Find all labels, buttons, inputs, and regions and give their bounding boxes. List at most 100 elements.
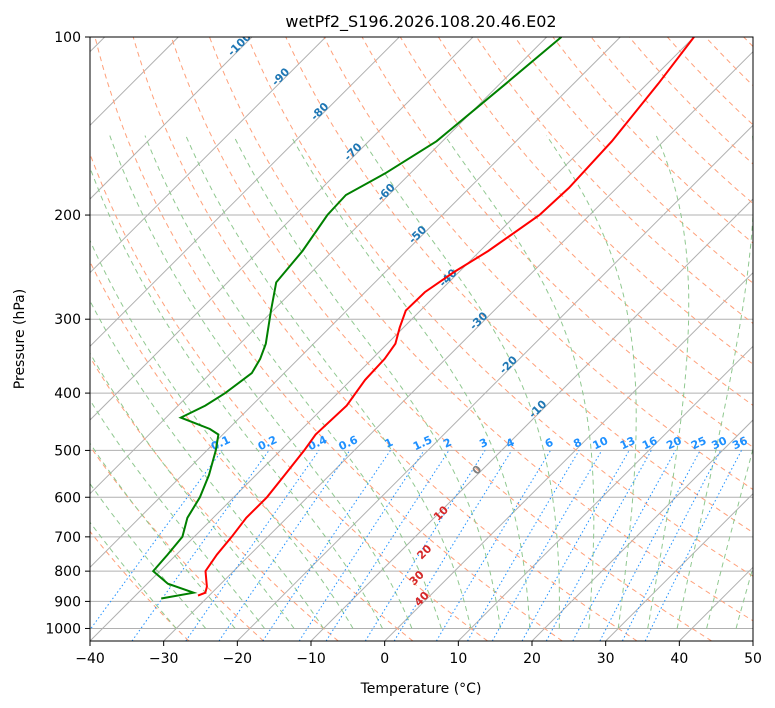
dry-adiabat-line [170, 37, 712, 641]
isotherm-label: -80 [308, 100, 331, 123]
y-tick-label: 400 [54, 386, 81, 402]
isotherm-label: -30 [467, 309, 490, 332]
moist-adiabat-label: 20 [414, 542, 434, 562]
moist-adiabat-line [290, 135, 531, 629]
mixing-ratio-label: 25 [689, 434, 708, 452]
dry-adiabat-line [743, 37, 753, 48]
dry-adiabat-line [667, 37, 753, 126]
mixing-ratio-line [521, 450, 630, 641]
isotherm-label: -10 [526, 397, 549, 420]
moist-adiabat-line [90, 239, 354, 629]
dry-adiabat-line [285, 37, 753, 534]
isotherm-label: -90 [269, 65, 292, 88]
dry-adiabat-line [552, 37, 753, 244]
moist-adiabat-line [185, 135, 472, 629]
mixing-ratio-label: 6 [543, 436, 556, 451]
moist-adiabat-line [233, 135, 501, 629]
moist-adiabat-line [90, 399, 265, 629]
mixing-ratio-line [325, 450, 450, 641]
chart-title: wetPf2_S196.2026.108.20.46.E02 [285, 12, 556, 32]
moist-adiabat-label: 10 [431, 503, 451, 523]
isotherm-line [90, 37, 400, 348]
isotherm-label: -70 [341, 140, 364, 163]
dry-adiabat-line [90, 260, 414, 641]
mixing-ratio-label: 16 [640, 434, 660, 452]
dry-adiabat-line [590, 37, 753, 205]
temperature-profile [197, 37, 695, 597]
mixing-ratio-line [545, 450, 652, 641]
plot-frame [89, 36, 754, 642]
mixing-ratio-label: 20 [664, 434, 684, 452]
mixing-ratio-label: 1 [383, 436, 395, 451]
dry-adiabat-line [90, 445, 264, 641]
x-tick-label: 10 [449, 651, 467, 667]
y-axis: 100 200 300 400 500 600 700 800 900 1000 [45, 30, 90, 637]
y-tick-label: 700 [54, 530, 81, 546]
mixing-ratio-line [393, 450, 513, 641]
dry-adiabat-line [476, 37, 753, 325]
y-tick-label: 600 [54, 490, 81, 506]
moist-adiabat-line [546, 135, 637, 629]
x-axis-label: Temperature (°C) [360, 681, 482, 697]
dry-adiabat-line [514, 37, 753, 284]
mixing-ratio-line [435, 450, 552, 641]
mixing-ratio-line [599, 450, 701, 641]
mixing-ratio-line [131, 450, 270, 641]
mixing-ratio-label: 2 [441, 436, 453, 451]
mixing-ratio-label: 4 [504, 436, 517, 451]
x-tick-label: −30 [149, 651, 179, 667]
isotherm-label: -50 [406, 223, 429, 246]
y-tick-label: 500 [54, 443, 81, 459]
isotherm-line [752, 640, 753, 641]
dry-adiabat-line [132, 37, 638, 641]
dewpoint-profile [151, 37, 563, 600]
mixing-ratio-line [298, 450, 425, 641]
dry-adiabat-line [437, 37, 753, 365]
x-tick-label: −40 [75, 651, 105, 667]
isotherm-line [605, 492, 753, 641]
isotherm-label: -60 [375, 181, 398, 204]
isotherm-line [90, 37, 327, 274]
mixing-ratio-label: 10 [591, 434, 611, 452]
dry-adiabat-line [399, 37, 753, 406]
moist-adiabat-line [90, 166, 383, 629]
mixing-ratio-label: 30 [710, 434, 730, 452]
isotherm-line [457, 345, 753, 641]
isotherm-line [384, 271, 753, 641]
moist-adiabat-line [109, 135, 413, 629]
mixing-ratio-line [491, 450, 603, 641]
isotherm-line [90, 37, 253, 200]
moist-adiabat-line [90, 352, 295, 629]
x-tick-label: 30 [597, 651, 615, 667]
moist-adiabat-line [359, 135, 560, 629]
y-tick-label: 900 [54, 594, 81, 610]
mixing-ratio-line [218, 450, 351, 641]
dry-adiabat-line [705, 37, 753, 87]
dry-adiabat-line [247, 37, 753, 577]
mixing-ratio-line [364, 450, 486, 641]
isotherm-line [531, 419, 753, 641]
y-axis-label: Pressure (hPa) [12, 289, 28, 389]
isotherm-label: -100 [225, 30, 254, 59]
moist-adiabat-line [444, 135, 595, 629]
moist-adiabat-line [90, 299, 324, 629]
moist-adiabat-line [647, 135, 690, 629]
x-tick-label: 0 [380, 651, 389, 667]
isotherm-line [90, 37, 621, 569]
x-tick-label: 20 [523, 651, 541, 667]
y-tick-label: 300 [54, 312, 81, 328]
isotherm-line [310, 198, 753, 641]
mixing-ratio-line [467, 450, 580, 641]
y-tick-label: 1000 [45, 621, 81, 637]
isotherm-line [236, 124, 753, 641]
mixing-ratio-line [572, 450, 676, 641]
y-tick-label: 800 [54, 564, 81, 580]
dry-adiabat-line [90, 356, 339, 641]
mixing-ratio-label: 13 [618, 434, 637, 452]
isotherm-line [163, 50, 753, 641]
x-tick-label: 40 [670, 651, 688, 667]
y-tick-label: 100 [54, 30, 81, 46]
x-tick-label: 50 [744, 651, 762, 667]
mixing-ratio-label: 36 [730, 434, 750, 452]
mixing-ratio-line [90, 450, 223, 631]
